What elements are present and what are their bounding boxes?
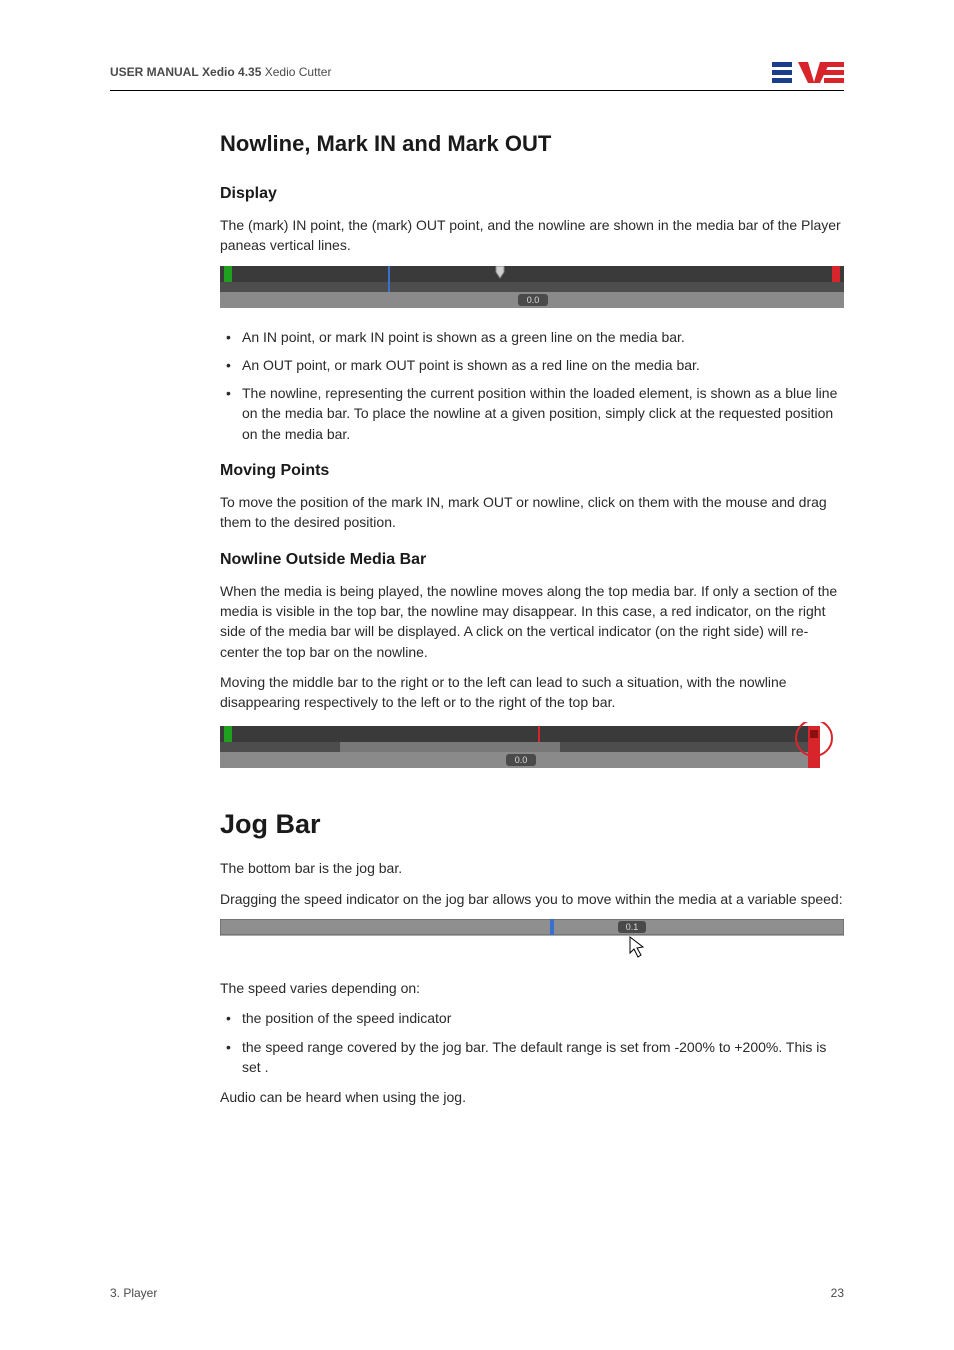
- footer-left: 3. Player: [110, 1286, 157, 1300]
- media-bar-2-svg: 0.0: [220, 722, 848, 772]
- paragraph: The (mark) IN point, the (mark) OUT poin…: [220, 215, 844, 256]
- jog-bar-svg: 0.1: [220, 919, 844, 959]
- evs-logo: [772, 60, 844, 84]
- page-footer: 3. Player 23: [110, 1286, 844, 1300]
- manual-label: USER MANUAL: [110, 65, 199, 79]
- jog-bar-figure: 0.1: [220, 919, 844, 964]
- media-bar-figure-2: 0.0: [220, 722, 844, 777]
- paragraph: Dragging the speed indicator on the jog …: [220, 889, 844, 909]
- svg-text:0.0: 0.0: [515, 755, 528, 765]
- page-header: USER MANUAL Xedio 4.35 Xedio Cutter: [110, 60, 844, 91]
- module-name: Xedio Cutter: [265, 65, 332, 79]
- subheading-outside: Nowline Outside Media Bar: [220, 551, 844, 569]
- display-bullets: An IN point, or mark IN point is shown a…: [220, 327, 844, 444]
- evs-logo-svg: [772, 60, 844, 84]
- media-bar-figure-1: 0.0: [220, 266, 844, 313]
- paragraph: The speed varies depending on:: [220, 978, 844, 998]
- list-item: The nowline, representing the current po…: [220, 383, 844, 444]
- footer-right: 23: [831, 1286, 844, 1300]
- paragraph: Moving the middle bar to the right or to…: [220, 672, 844, 713]
- subheading-display: Display: [220, 185, 844, 203]
- media-bar-1-svg: 0.0: [220, 266, 844, 308]
- svg-text:0.1: 0.1: [626, 922, 639, 932]
- subheading-moving: Moving Points: [220, 462, 844, 480]
- jog-bullets: the position of the speed indicator the …: [220, 1008, 844, 1077]
- paragraph: When the media is being played, the nowl…: [220, 581, 844, 662]
- paragraph: The bottom bar is the jog bar.: [220, 858, 844, 878]
- section-title-jogbar: Jog Bar: [220, 809, 844, 840]
- list-item: An OUT point, or mark OUT point is shown…: [220, 355, 844, 375]
- header-title: USER MANUAL Xedio 4.35 Xedio Cutter: [110, 65, 331, 79]
- svg-text:0.0: 0.0: [527, 295, 540, 305]
- paragraph: To move the position of the mark IN, mar…: [220, 492, 844, 533]
- product-name: Xedio 4.35: [202, 65, 261, 79]
- list-item: the position of the speed indicator: [220, 1008, 844, 1028]
- list-item: An IN point, or mark IN point is shown a…: [220, 327, 844, 347]
- section-title-nowline: Nowline, Mark IN and Mark OUT: [220, 131, 844, 157]
- list-item: the speed range covered by the jog bar. …: [220, 1037, 844, 1078]
- paragraph: Audio can be heard when using the jog.: [220, 1087, 844, 1107]
